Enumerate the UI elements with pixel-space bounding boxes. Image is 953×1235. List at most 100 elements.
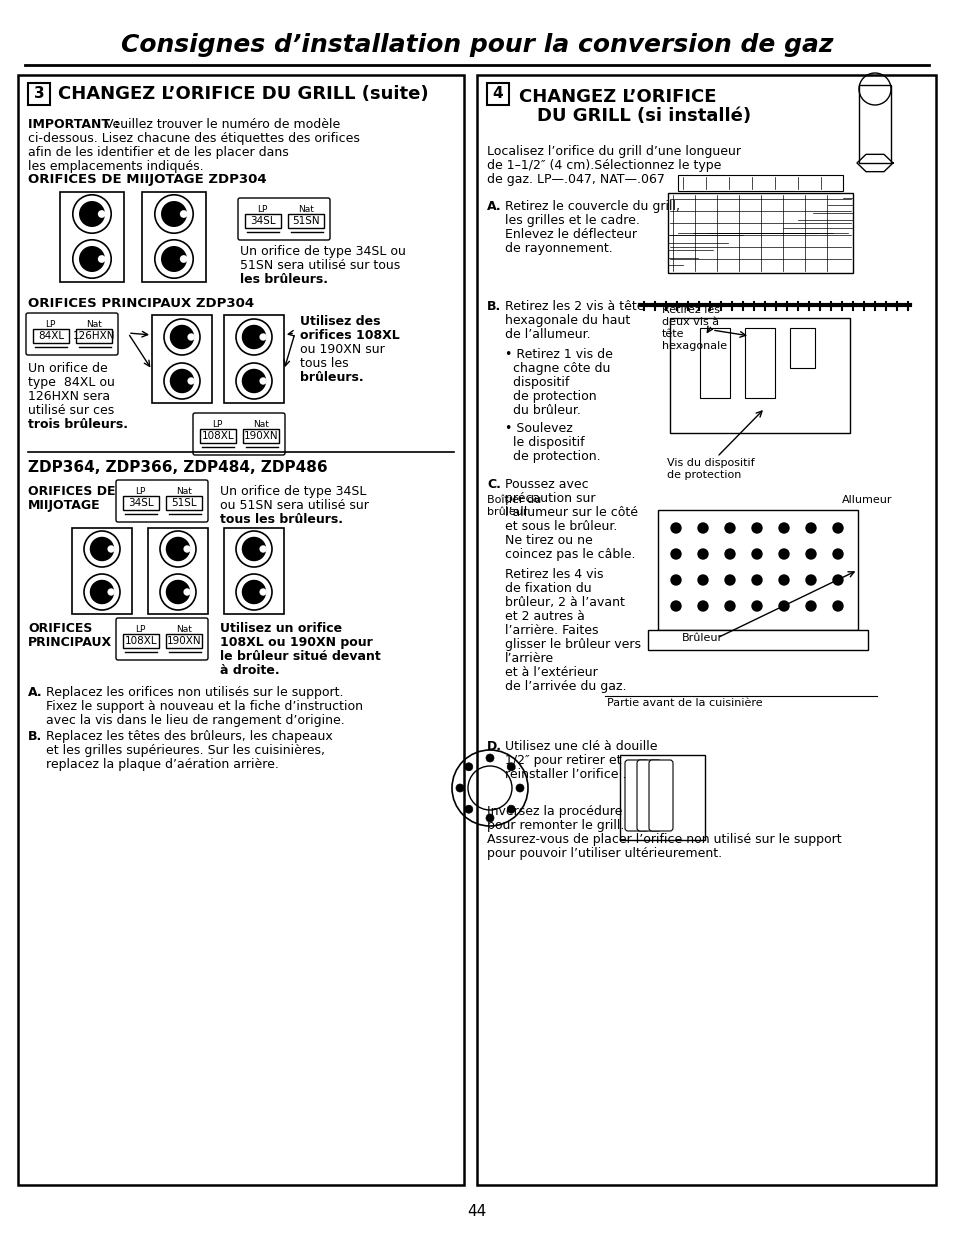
Text: de rayonnement.: de rayonnement. — [504, 242, 612, 254]
Circle shape — [805, 550, 815, 559]
Circle shape — [167, 580, 190, 604]
Text: Un orifice de: Un orifice de — [28, 362, 108, 375]
Text: Assurez-vous de placer l’orifice non utilisé sur le support: Assurez-vous de placer l’orifice non uti… — [486, 832, 841, 846]
Text: Un orifice de type 34SL: Un orifice de type 34SL — [220, 485, 366, 498]
Text: chagne côte du: chagne côte du — [504, 362, 610, 375]
Bar — [142, 191, 206, 282]
Circle shape — [108, 589, 113, 595]
Circle shape — [260, 335, 266, 340]
Circle shape — [507, 763, 515, 771]
Text: LP: LP — [134, 487, 145, 496]
Circle shape — [516, 784, 523, 792]
Bar — [647, 630, 867, 650]
Bar — [148, 529, 208, 614]
Text: réinstaller l’orifice .: réinstaller l’orifice . — [504, 768, 626, 781]
Text: afin de les identifier et de les placer dans: afin de les identifier et de les placer … — [28, 146, 289, 159]
Bar — [245, 214, 281, 228]
Circle shape — [670, 601, 680, 611]
Text: replacez la plaque d’aération arrière.: replacez la plaque d’aération arrière. — [46, 758, 278, 771]
Circle shape — [242, 326, 265, 348]
Circle shape — [724, 601, 734, 611]
Text: Utilisez une clé à douille: Utilisez une clé à douille — [504, 740, 657, 753]
Circle shape — [260, 378, 266, 384]
Text: les emplacements indiqués.: les emplacements indiqués. — [28, 161, 203, 173]
Bar — [669, 317, 849, 433]
Text: hexagonale: hexagonale — [661, 341, 726, 351]
Circle shape — [779, 550, 788, 559]
Circle shape — [832, 576, 842, 585]
Text: les grilles et le cadre.: les grilles et le cadre. — [504, 214, 639, 227]
Circle shape — [751, 550, 761, 559]
Circle shape — [464, 805, 473, 813]
Circle shape — [162, 247, 186, 272]
Text: 44: 44 — [467, 1204, 486, 1219]
Circle shape — [724, 576, 734, 585]
Text: ou 190XN sur: ou 190XN sur — [299, 343, 384, 356]
Text: Localisez l’orifice du grill d’une longueur: Localisez l’orifice du grill d’une longu… — [486, 144, 740, 158]
Text: Utilisez un orifice: Utilisez un orifice — [220, 622, 342, 635]
Text: Retirez les 2 vis à tête: Retirez les 2 vis à tête — [504, 300, 644, 312]
Bar — [700, 329, 729, 398]
Text: Veuillez trouver le numéro de modèle: Veuillez trouver le numéro de modèle — [105, 119, 340, 131]
Bar — [288, 214, 324, 228]
Circle shape — [779, 601, 788, 611]
Text: de protection: de protection — [504, 390, 596, 403]
Text: dispositif: dispositif — [504, 375, 569, 389]
Text: 1/2″ pour retirer et: 1/2″ pour retirer et — [504, 755, 620, 767]
Text: ORIFICES PRINCIPAUX ZDP304: ORIFICES PRINCIPAUX ZDP304 — [28, 296, 253, 310]
Text: 84XL: 84XL — [38, 331, 64, 341]
Text: Poussez avec: Poussez avec — [504, 478, 588, 492]
Text: ORIFICES: ORIFICES — [28, 622, 92, 635]
Text: 34SL: 34SL — [250, 216, 275, 226]
Text: • Retirez 1 vis de: • Retirez 1 vis de — [504, 348, 612, 361]
Text: tous les brûleurs.: tous les brûleurs. — [220, 513, 343, 526]
Text: et les grilles supérieures. Sur les cuisinières,: et les grilles supérieures. Sur les cuis… — [46, 743, 325, 757]
Bar — [166, 634, 202, 648]
Text: 108XL: 108XL — [125, 636, 157, 646]
Circle shape — [698, 522, 707, 534]
Circle shape — [180, 211, 187, 217]
Bar — [18, 75, 463, 1186]
Text: de protection: de protection — [666, 471, 740, 480]
Text: de 1–1/2″ (4 cm).Sélectionnez le type: de 1–1/2″ (4 cm).Sélectionnez le type — [486, 159, 720, 172]
Text: brûleur: brûleur — [486, 508, 527, 517]
Bar — [123, 634, 159, 648]
Text: 51SN sera utilisé sur tous: 51SN sera utilisé sur tous — [240, 259, 400, 272]
Text: et sous le brûleur.: et sous le brûleur. — [504, 520, 617, 534]
Text: avec la vis dans le lieu de rangement d’origine.: avec la vis dans le lieu de rangement d’… — [46, 714, 344, 727]
Text: Ne tirez ou ne: Ne tirez ou ne — [504, 534, 592, 547]
Text: Brûleur: Brûleur — [681, 634, 722, 643]
Circle shape — [162, 201, 186, 226]
Circle shape — [485, 814, 494, 823]
Text: de l’allumeur.: de l’allumeur. — [504, 329, 590, 341]
Text: le dispositif: le dispositif — [504, 436, 584, 450]
Text: Retirez les: Retirez les — [661, 305, 720, 315]
Bar — [152, 315, 212, 403]
Text: B.: B. — [486, 300, 500, 312]
Bar — [123, 496, 159, 510]
Text: tête: tête — [661, 329, 684, 338]
Text: trois brûleurs.: trois brûleurs. — [28, 417, 128, 431]
Circle shape — [188, 378, 193, 384]
Text: Nat: Nat — [297, 205, 314, 214]
Text: Vis du dispositif: Vis du dispositif — [666, 458, 754, 468]
Text: A.: A. — [28, 685, 43, 699]
Circle shape — [485, 755, 494, 762]
Text: Allumeur: Allumeur — [841, 495, 892, 505]
Circle shape — [242, 369, 265, 393]
Bar — [658, 510, 857, 630]
Circle shape — [670, 576, 680, 585]
Circle shape — [242, 537, 265, 561]
Circle shape — [91, 537, 113, 561]
Text: 108XL: 108XL — [201, 431, 234, 441]
Text: Retirez les 4 vis: Retirez les 4 vis — [504, 568, 603, 580]
Text: LP: LP — [256, 205, 267, 214]
Text: • Soulevez: • Soulevez — [504, 422, 572, 435]
Text: l’arrière. Faites: l’arrière. Faites — [504, 624, 598, 637]
Bar — [71, 529, 132, 614]
Bar — [224, 529, 284, 614]
Circle shape — [507, 805, 515, 813]
Bar — [76, 329, 112, 343]
FancyBboxPatch shape — [193, 412, 285, 454]
Circle shape — [260, 546, 266, 552]
